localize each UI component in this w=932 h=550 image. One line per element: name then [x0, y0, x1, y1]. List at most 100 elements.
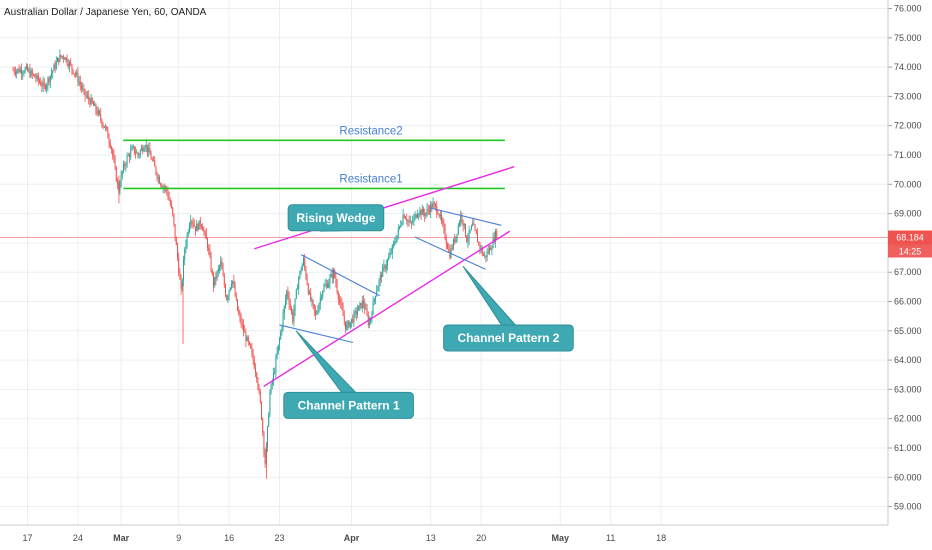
candle-down [54, 64, 56, 69]
candle-down [111, 147, 112, 150]
candle-down [195, 226, 196, 232]
candle-up [105, 126, 106, 128]
candle-up [300, 270, 302, 272]
candle-down [258, 387, 260, 391]
candle-down [340, 301, 342, 303]
candle-down [327, 283, 328, 288]
candle-down [292, 311, 294, 322]
candle-down [40, 82, 42, 86]
candle-up [407, 220, 409, 222]
candle-up [30, 70, 32, 77]
candle-up [231, 283, 232, 288]
countdown-badge-bg [888, 244, 932, 258]
candle-up [373, 298, 375, 302]
candle-up [190, 221, 192, 226]
callout-box [283, 391, 414, 419]
price-axis-label: 74.000 [894, 62, 922, 72]
candle-down [443, 223, 445, 228]
candle-down [77, 72, 79, 82]
candle-up [432, 203, 434, 208]
candle-down [479, 242, 481, 249]
candle-up [319, 297, 321, 304]
candle-down [253, 360, 255, 369]
candle-up [495, 231, 496, 242]
candle-down [288, 296, 290, 305]
candle-up [425, 212, 427, 216]
current-price-badge: 68.184 14:25 [888, 230, 932, 258]
candle-down [101, 119, 103, 125]
candle-down [360, 303, 362, 309]
candle-down [75, 73, 76, 75]
candle-down [213, 273, 214, 286]
candle-down [442, 220, 444, 224]
candle-up [181, 280, 183, 289]
price-axis-label: 60.000 [894, 472, 922, 482]
candle-down [431, 204, 433, 208]
channel-2-lower-line [414, 236, 486, 270]
candle-up [229, 287, 231, 291]
candle-up [324, 285, 326, 287]
callout-box [443, 324, 574, 352]
candle-up [273, 373, 274, 382]
candle-down [45, 85, 46, 90]
candle-up [53, 64, 55, 71]
candle-up [328, 283, 330, 288]
candle-up [388, 257, 390, 260]
candle-up [16, 70, 18, 74]
candle-down [291, 307, 292, 312]
candle-up [138, 154, 140, 156]
resistance-label: Resistance1 [339, 173, 402, 185]
callout-label: Rising Wedge [296, 211, 375, 225]
candle-up [376, 291, 378, 296]
rising-wedge-lower-line [263, 230, 511, 388]
candle-up [393, 243, 394, 246]
candle-up [394, 242, 396, 244]
candle-up [469, 229, 471, 231]
candle-down [147, 144, 148, 152]
candle-down [238, 310, 240, 315]
candle-down [342, 308, 344, 317]
candle-up [467, 239, 469, 242]
candle-up [375, 295, 376, 299]
candle-up [358, 305, 360, 311]
candle-down [174, 224, 176, 239]
candle-up [387, 259, 388, 266]
candle-down [381, 274, 382, 277]
candle-down [31, 70, 33, 75]
candle-down [159, 177, 160, 184]
candle-down [449, 249, 451, 258]
candle-up [409, 221, 411, 223]
candle-down [73, 73, 75, 75]
candle-down [405, 217, 406, 220]
candle-down [204, 231, 206, 233]
candle-up [353, 312, 355, 323]
candle-down [473, 223, 475, 226]
candle-down [235, 295, 237, 300]
candle-down [496, 231, 498, 239]
candle-down [199, 220, 201, 226]
candle-down [63, 56, 64, 58]
candle-down [172, 207, 174, 214]
candle-down [142, 147, 144, 152]
price-axis-label: 62.000 [894, 414, 922, 424]
candle-down [222, 269, 224, 276]
candle-up [351, 318, 352, 322]
candle-down [259, 390, 261, 402]
candle-up [24, 68, 26, 73]
candle-up [491, 247, 493, 251]
candle-down [415, 214, 417, 218]
candle-up [78, 81, 80, 83]
candle-up [198, 220, 200, 230]
candle-up [228, 290, 230, 297]
candle-down [447, 244, 448, 250]
candle-down [478, 242, 480, 244]
candle-down [252, 352, 254, 361]
candle-up [17, 68, 19, 71]
candle-up [349, 321, 351, 328]
candle-up [94, 104, 96, 106]
candle-up [395, 241, 397, 243]
candle-up [400, 225, 402, 227]
candle-up [484, 255, 486, 257]
candle-down [289, 304, 291, 308]
candle-up [184, 249, 186, 261]
